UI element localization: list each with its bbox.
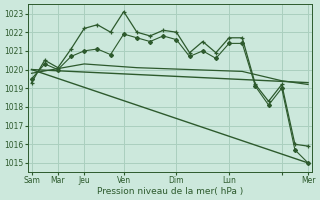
X-axis label: Pression niveau de la mer( hPa ): Pression niveau de la mer( hPa ) (97, 187, 243, 196)
